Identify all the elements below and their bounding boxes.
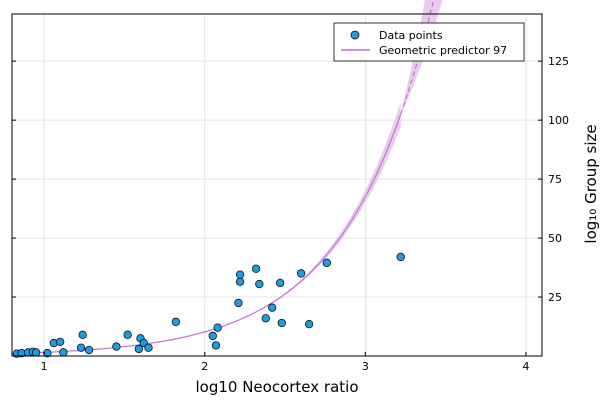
x-tick-label: 2: [201, 360, 208, 373]
data-point: [268, 303, 277, 312]
plot-frame: [11, 13, 543, 357]
data-point: [396, 252, 405, 262]
y-tick-label: 25: [548, 291, 562, 304]
scatter-points: [12, 252, 405, 358]
legend-point-marker: [350, 30, 360, 40]
ticks: 1 2 3 4 25 50 75 100 125: [12, 55, 569, 373]
data-point: [211, 341, 221, 350]
y-tick-label: 50: [548, 232, 562, 245]
data-point: [255, 279, 264, 289]
y-tick-label: 75: [548, 173, 562, 186]
data-point: [134, 344, 144, 354]
data-point: [234, 298, 243, 308]
data-point: [112, 342, 121, 351]
legend-label-fit: Geometric predictor 97: [379, 44, 507, 57]
data-point: [296, 269, 306, 278]
x-tick-label: 3: [362, 360, 369, 373]
data-point: [208, 331, 217, 341]
data-point: [84, 345, 94, 355]
data-point: [171, 317, 180, 326]
data-point: [78, 330, 87, 339]
x-axis-title: log10 Neocortex ratio: [195, 378, 358, 396]
legend-box: [333, 22, 525, 62]
grid: [12, 14, 542, 356]
data-point: [123, 330, 132, 339]
x-tick-label: 4: [522, 360, 529, 373]
legend: Data points Geometric predictor 97: [333, 22, 525, 62]
data-point: [213, 323, 222, 332]
data-point: [276, 278, 285, 288]
y-tick-label: 100: [548, 114, 569, 127]
y-tick-label: 125: [548, 55, 569, 68]
data-point: [56, 337, 65, 346]
data-point: [31, 348, 41, 357]
fit-line-solid: [11, 114, 402, 355]
data-point: [144, 343, 153, 352]
legend-label-points: Data points: [379, 29, 443, 42]
data-point: [235, 277, 245, 286]
data-point: [59, 348, 68, 357]
y-axis-title: log₁₀ Group size: [582, 124, 600, 243]
data-point: [322, 258, 331, 267]
data-point: [76, 343, 86, 352]
data-point: [235, 270, 245, 279]
data-point: [43, 349, 52, 358]
x-tick-label: 1: [41, 360, 48, 373]
axes: [11, 13, 543, 357]
data-point: [261, 314, 270, 323]
data-point: [277, 318, 286, 328]
data-point: [251, 264, 261, 273]
data-point: [304, 320, 314, 329]
